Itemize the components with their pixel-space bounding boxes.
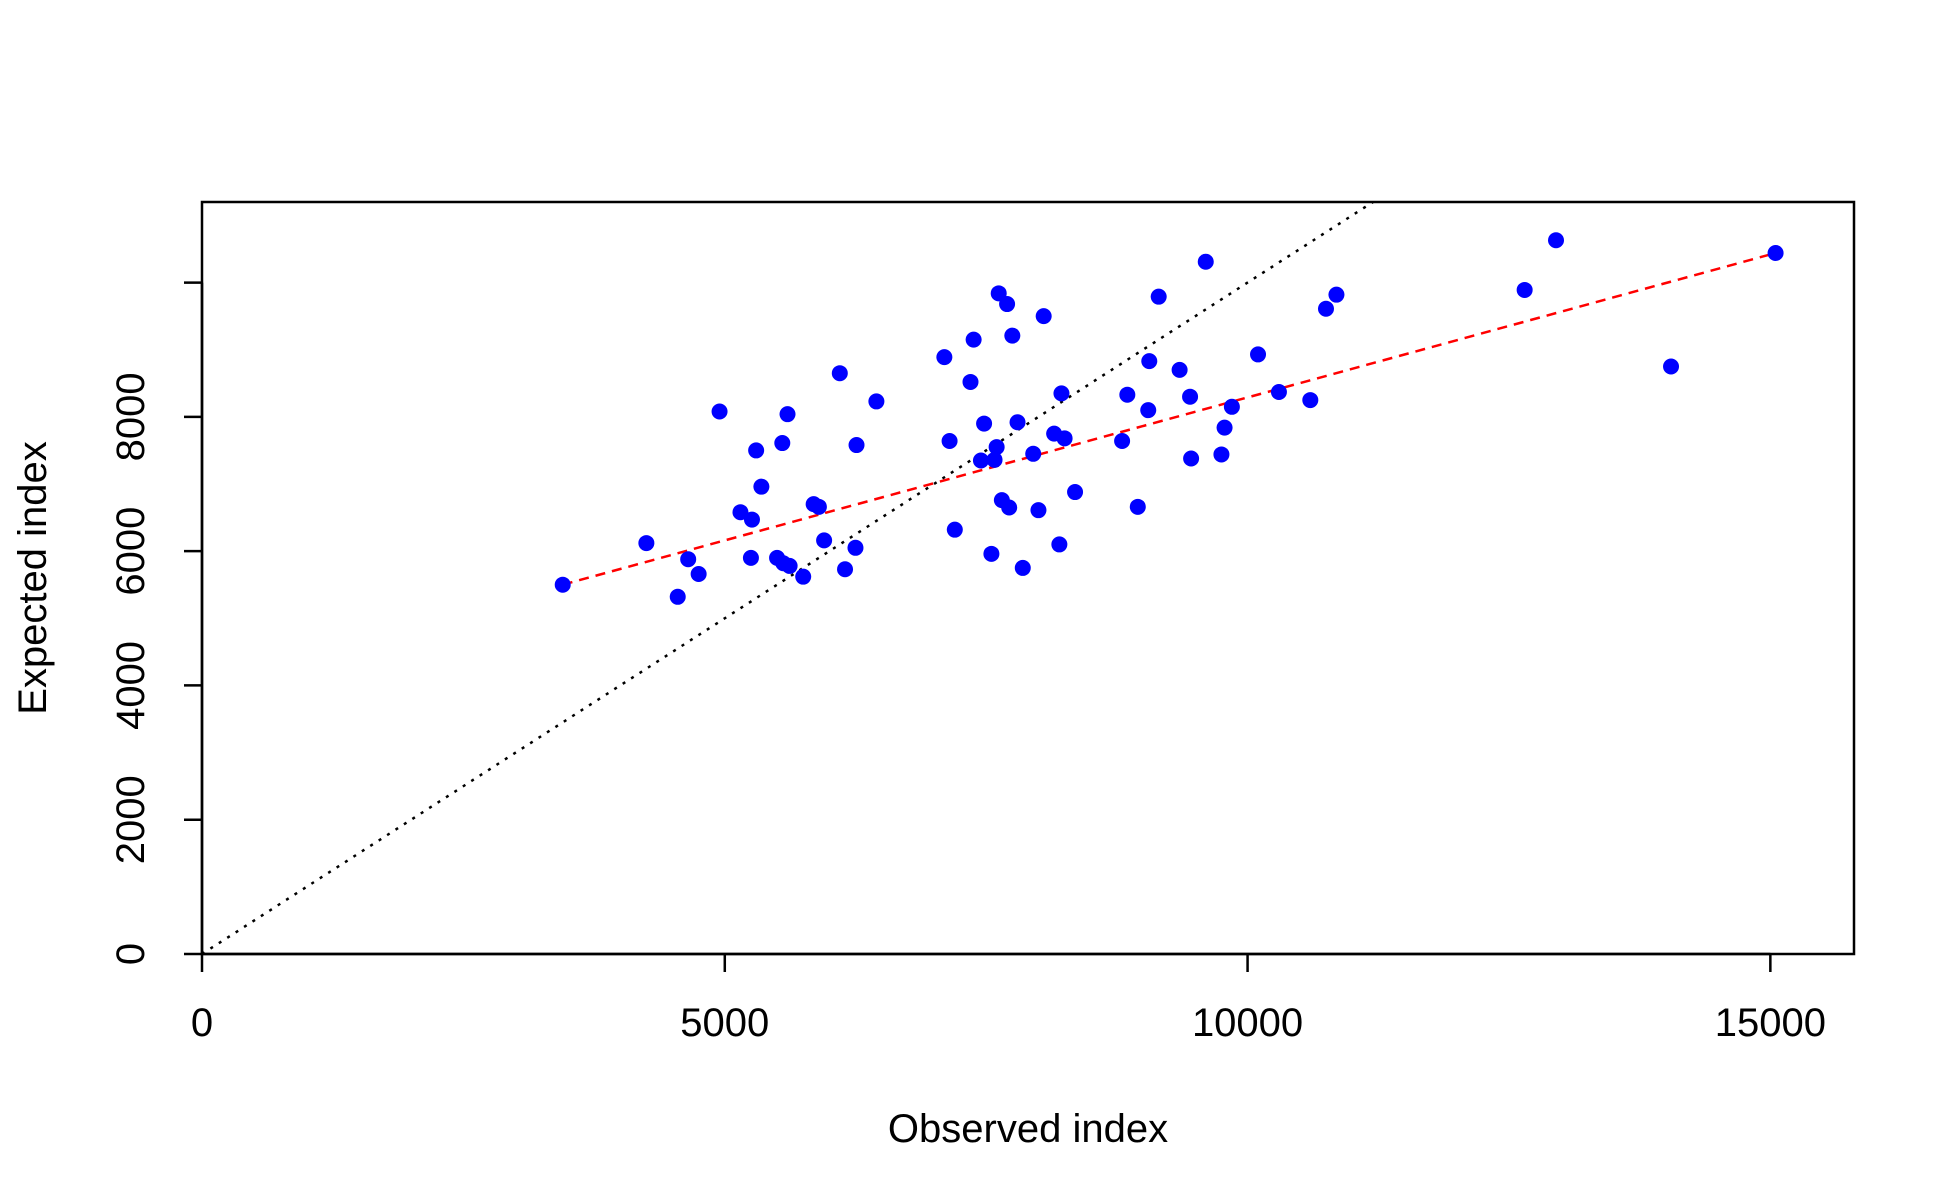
- data-point: [1056, 430, 1073, 447]
- data-point: [990, 285, 1007, 302]
- y-tick-label: 6000: [109, 507, 153, 596]
- y-tick-label: 4000: [109, 641, 153, 730]
- fit-line: [562, 251, 1776, 586]
- y-tick-label: 0: [109, 943, 153, 965]
- data-point: [680, 551, 697, 568]
- y-axis: 0 2000 4000 6000 8000: [109, 281, 204, 965]
- data-point: [638, 535, 655, 552]
- data-point: [1328, 286, 1345, 303]
- data-point: [999, 296, 1016, 313]
- data-point: [1250, 346, 1267, 363]
- data-point: [831, 365, 848, 382]
- data-point: [1197, 253, 1214, 270]
- data-point: [774, 435, 791, 452]
- data-point: [965, 331, 982, 348]
- data-point: [1767, 245, 1784, 262]
- data-point: [1150, 288, 1167, 305]
- data-point: [868, 393, 885, 410]
- data-point: [988, 439, 1005, 456]
- data-point: [1516, 281, 1533, 298]
- identity-line: [202, 202, 1376, 954]
- data-point: [1317, 300, 1334, 317]
- x-axis: 0 5000 10000 15000: [191, 952, 1826, 1045]
- data-point: [779, 406, 796, 423]
- data-point: [1051, 536, 1068, 553]
- data-point: [1053, 385, 1070, 402]
- data-point: [847, 539, 864, 556]
- data-point: [946, 521, 963, 538]
- data-point: [1223, 398, 1240, 415]
- data-point: [781, 557, 798, 574]
- data-point: [1114, 433, 1131, 450]
- data-point: [711, 403, 728, 420]
- y-tick-label: 8000: [109, 372, 153, 461]
- data-point: [1009, 414, 1026, 431]
- data-point: [690, 565, 707, 582]
- data-point: [1302, 392, 1319, 409]
- data-point: [983, 545, 1000, 562]
- data-point: [1030, 502, 1047, 519]
- data-point: [1014, 559, 1031, 576]
- data-point: [1270, 384, 1287, 401]
- data-point: [848, 437, 865, 454]
- plot-frame: [200, 200, 1856, 956]
- data-point: [795, 568, 812, 585]
- data-point: [1035, 308, 1052, 325]
- data-point: [1141, 353, 1158, 370]
- x-tick-label: 15000: [1715, 1001, 1826, 1045]
- data-point: [742, 549, 759, 566]
- data-point: [1663, 358, 1680, 375]
- data-point: [810, 498, 827, 515]
- x-tick-label: 10000: [1192, 1001, 1303, 1045]
- x-tick-label: 0: [191, 1001, 213, 1045]
- data-point: [753, 478, 770, 495]
- data-point: [1183, 450, 1200, 467]
- y-axis-title: Expected index: [11, 441, 55, 715]
- data-point: [1067, 484, 1084, 501]
- data-point: [1025, 445, 1042, 462]
- x-tick-label: 5000: [680, 1001, 769, 1045]
- data-point: [972, 452, 989, 469]
- data-point: [669, 588, 686, 605]
- plot-area: [202, 202, 1784, 954]
- data-point: [1213, 446, 1230, 463]
- data-point: [743, 511, 760, 528]
- data-point: [732, 504, 749, 521]
- data-point: [1216, 419, 1233, 436]
- data-point: [1004, 327, 1021, 344]
- data-point: [936, 349, 953, 366]
- data-point: [1129, 498, 1146, 515]
- data-point: [1171, 361, 1188, 378]
- data-point: [962, 373, 979, 390]
- x-axis-title: Observed index: [888, 1107, 1168, 1151]
- data-point: [976, 415, 993, 432]
- data-point: [837, 561, 854, 578]
- data-point: [816, 532, 833, 549]
- y-tick-label: 2000: [109, 775, 153, 864]
- data-point: [986, 451, 1003, 468]
- data-point: [1548, 232, 1565, 249]
- data-point: [941, 433, 958, 450]
- data-point: [1182, 388, 1199, 405]
- data-point: [554, 576, 571, 593]
- data-point: [1001, 499, 1018, 516]
- data-point: [1140, 402, 1157, 419]
- data-point: [1119, 386, 1136, 403]
- data-point: [748, 442, 765, 459]
